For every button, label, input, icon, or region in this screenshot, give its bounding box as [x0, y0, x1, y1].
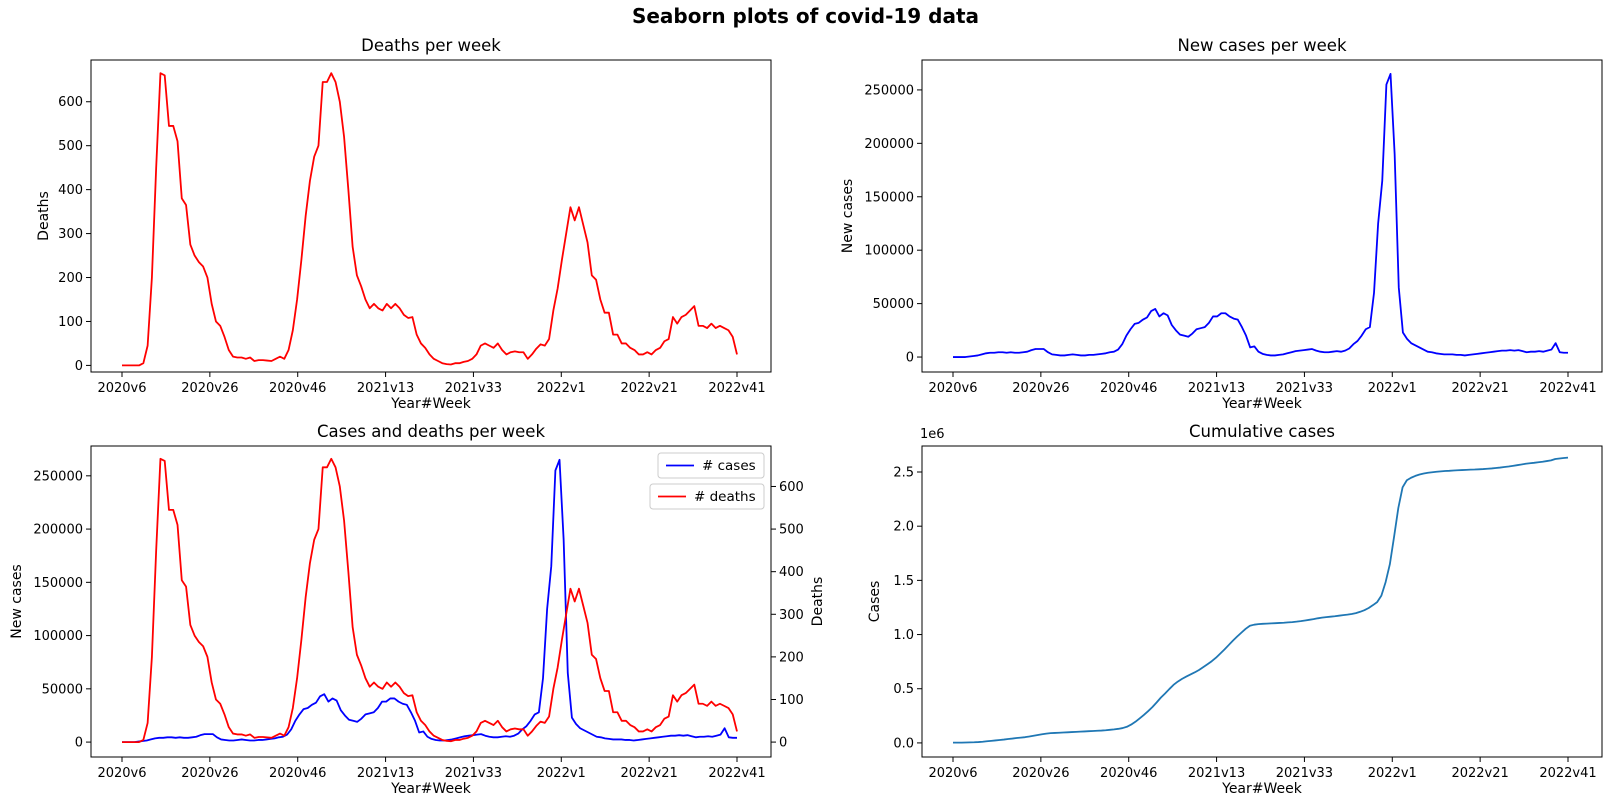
- x-tick-label: 2020v6: [97, 381, 146, 396]
- x-tick-label: 2020v26: [1012, 381, 1069, 396]
- x-tick-label: 2022v1: [537, 381, 586, 396]
- y-tick-label: 200000: [33, 523, 83, 538]
- x-tick-label: 2022v1: [1368, 766, 1417, 781]
- new-cases-line: [953, 72, 1568, 358]
- axes-frame: [921, 445, 1603, 758]
- y-tick-label: 100000: [33, 629, 83, 644]
- deaths-line: [122, 72, 738, 367]
- axes-frame: [921, 59, 1603, 373]
- x-tick-label: 2020v6: [97, 766, 146, 781]
- x-tick-label: 2022v1: [1368, 381, 1417, 396]
- y-tick-label: 50000: [42, 682, 83, 697]
- x-tick-label: 2022v41: [708, 766, 765, 781]
- y-tick-label: 1.0: [893, 628, 914, 643]
- y-right-axis-label: Deaths: [810, 577, 826, 627]
- y-tick-label: 150000: [33, 576, 83, 591]
- x-tick-label: 2021v33: [1276, 766, 1333, 781]
- y-tick-label: 100000: [864, 244, 914, 259]
- legend-cases-label: # cases: [702, 458, 756, 474]
- panel-title-3: Cases and deaths per week: [317, 422, 545, 441]
- combined-deaths-line: [122, 457, 738, 743]
- x-tick-label: 2022v41: [1539, 381, 1596, 396]
- panel-title-4: Cumulative cases: [1189, 422, 1335, 441]
- x-tick-label: 2020v26: [1012, 766, 1069, 781]
- y-axis-label: New cases: [9, 564, 25, 638]
- combined-cases-line: [122, 458, 737, 743]
- y-tick-label: 2.0: [893, 520, 914, 535]
- x-tick-label: 2022v21: [620, 766, 677, 781]
- x-tick-label: 2021v13: [1188, 381, 1245, 396]
- figure-title: Seaborn plots of covid-19 data: [631, 4, 980, 28]
- y-offset-label: 1e6: [920, 427, 945, 442]
- x-tick-label: 2022v21: [1451, 766, 1508, 781]
- y-tick-label: 0: [75, 359, 83, 374]
- y-right-tick-label: 600: [779, 480, 804, 495]
- x-tick-label: 2022v41: [708, 381, 765, 396]
- x-tick-label: 2021v33: [1276, 381, 1333, 396]
- y-tick-label: 200000: [864, 137, 914, 152]
- x-tick-label: 2020v26: [181, 381, 238, 396]
- y-tick-label: 0: [75, 736, 83, 751]
- y-tick-label: 0.5: [893, 682, 914, 697]
- x-axis-label: Year#Week: [1221, 396, 1303, 412]
- x-tick-label: 2022v21: [620, 381, 677, 396]
- y-tick-label: 50000: [873, 297, 914, 312]
- x-tick-label: 2020v46: [269, 766, 326, 781]
- y-tick-label: 400: [58, 183, 83, 198]
- y-tick-label: 0: [906, 351, 914, 366]
- x-axis-label: Year#Week: [390, 396, 472, 412]
- x-tick-label: 2022v1: [537, 766, 586, 781]
- x-tick-label: 2020v46: [269, 381, 326, 396]
- x-tick-label: 2021v33: [445, 381, 502, 396]
- cumulative-cases-line: [953, 456, 1569, 744]
- y-tick-label: 2.5: [893, 466, 914, 481]
- x-axis-label: Year#Week: [1221, 781, 1303, 797]
- legend-deaths-label: # deaths: [694, 489, 756, 505]
- y-tick-label: 300: [58, 227, 83, 242]
- y-right-tick-label: 200: [779, 650, 804, 665]
- x-tick-label: 2020v26: [181, 766, 238, 781]
- y-tick-label: 100: [58, 315, 83, 330]
- y-right-tick-label: 0: [779, 736, 787, 751]
- y-tick-label: 1.5: [893, 574, 914, 589]
- x-tick-label: 2022v21: [1451, 381, 1508, 396]
- x-tick-label: 2021v13: [1188, 766, 1245, 781]
- x-tick-label: 2020v46: [1100, 381, 1157, 396]
- x-tick-label: 2020v6: [928, 766, 977, 781]
- axes-frame: [90, 59, 772, 373]
- x-tick-label: 2020v46: [1100, 766, 1157, 781]
- y-right-tick-label: 100: [779, 693, 804, 708]
- y-tick-label: 250000: [864, 83, 914, 98]
- y-tick-label: 250000: [33, 469, 83, 484]
- y-tick-label: 200: [58, 271, 83, 286]
- panel-title-2: New cases per week: [1177, 36, 1346, 55]
- y-tick-label: 600: [58, 95, 83, 110]
- y-axis-label: Deaths: [36, 191, 52, 241]
- y-tick-label: 500: [58, 139, 83, 154]
- legend-deaths-box: [649, 483, 765, 510]
- x-axis-label: Year#Week: [390, 781, 472, 797]
- axes-frame: [90, 445, 772, 758]
- y-tick-label: 150000: [864, 190, 914, 205]
- y-axis-label: Cases: [867, 581, 883, 623]
- y-right-tick-label: 400: [779, 565, 804, 580]
- panel-title-1: Deaths per week: [361, 36, 501, 55]
- y-right-tick-label: 500: [779, 523, 804, 538]
- y-right-tick-label: 300: [779, 608, 804, 623]
- x-tick-label: 2021v33: [445, 766, 502, 781]
- x-tick-label: 2022v41: [1539, 766, 1596, 781]
- y-axis-label: New cases: [840, 179, 856, 253]
- x-tick-label: 2021v13: [357, 381, 414, 396]
- x-tick-label: 2020v6: [928, 381, 977, 396]
- legend-cases-box: [657, 452, 765, 479]
- x-tick-label: 2021v13: [357, 766, 414, 781]
- y-tick-label: 0.0: [893, 736, 914, 751]
